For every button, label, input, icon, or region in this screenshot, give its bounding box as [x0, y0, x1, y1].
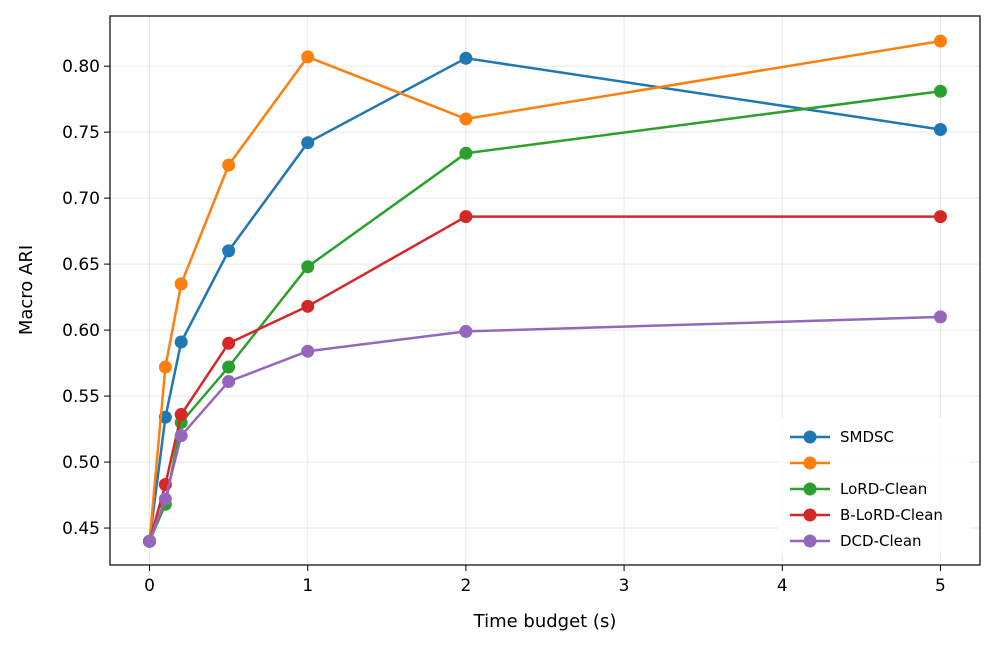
- data-point: [174, 408, 188, 422]
- data-point: [174, 277, 188, 291]
- legend-marker: [803, 508, 817, 522]
- data-point: [222, 336, 236, 350]
- grid: [110, 16, 980, 565]
- data-point: [174, 335, 188, 349]
- legend-item: LoRD-Clean: [790, 480, 927, 498]
- data-point: [459, 51, 473, 65]
- data-point: [301, 136, 315, 150]
- legend-label: SMDSC: [840, 428, 894, 446]
- data-point: [222, 244, 236, 258]
- series-4: [143, 310, 947, 548]
- legend-item: DCD-Clean: [790, 532, 922, 550]
- data-point: [933, 34, 947, 48]
- data-point: [301, 50, 315, 64]
- x-axis-label: Time budget (s): [473, 611, 617, 632]
- data-point: [222, 375, 236, 389]
- data-point: [933, 84, 947, 98]
- y-tick-label: 0.55: [62, 387, 100, 407]
- data-point: [222, 158, 236, 172]
- x-tick-label: 0: [144, 576, 155, 596]
- x-tick-label: 3: [619, 576, 630, 596]
- legend-marker: [803, 534, 817, 548]
- y-tick-label: 0.60: [62, 321, 100, 341]
- data-point: [459, 210, 473, 224]
- legend-marker: [803, 456, 817, 470]
- data-point: [158, 360, 172, 374]
- y-tick-label: 0.65: [62, 255, 100, 275]
- x-tick-label: 2: [460, 576, 471, 596]
- legend-marker: [803, 430, 817, 444]
- legend-label: B-LoRD-Clean: [840, 506, 943, 524]
- series-layer: [143, 34, 947, 548]
- y-axis-label: Macro ARI: [16, 245, 37, 335]
- legend-label: DCD-Clean: [840, 532, 922, 550]
- legend-item: [790, 456, 830, 470]
- legend-item: SMDSC: [790, 428, 894, 446]
- plot-frame: [109, 15, 981, 566]
- data-point: [459, 146, 473, 160]
- data-point: [143, 534, 157, 548]
- data-point: [459, 324, 473, 338]
- data-point: [301, 299, 315, 313]
- legend-label: LoRD-Clean: [840, 480, 927, 498]
- data-point: [222, 360, 236, 374]
- data-point: [158, 492, 172, 506]
- x-tick-label: 5: [935, 576, 946, 596]
- data-point: [933, 210, 947, 224]
- y-tick-label: 0.80: [62, 57, 100, 77]
- x-tick-label: 4: [777, 576, 788, 596]
- data-point: [301, 260, 315, 274]
- data-point: [933, 122, 947, 136]
- x-tick-label: 1: [302, 576, 313, 596]
- data-point: [174, 429, 188, 443]
- legend-item: B-LoRD-Clean: [790, 506, 943, 524]
- axis-ticks: 0 1 2 3 4 5 0.45 0.50 0.55 0.60 0.65 0.70 0.75 0.80: [62, 57, 946, 596]
- legend: SMDSC LoRD-Clean B-LoRD-Clean DCD-Clean: [778, 418, 970, 554]
- y-tick-label: 0.45: [62, 519, 100, 539]
- data-point: [301, 344, 315, 358]
- legend-marker: [803, 482, 817, 496]
- y-tick-label: 0.50: [62, 453, 100, 473]
- y-tick-label: 0.70: [62, 189, 100, 209]
- data-point: [933, 310, 947, 324]
- y-tick-label: 0.75: [62, 123, 100, 143]
- data-point: [459, 112, 473, 126]
